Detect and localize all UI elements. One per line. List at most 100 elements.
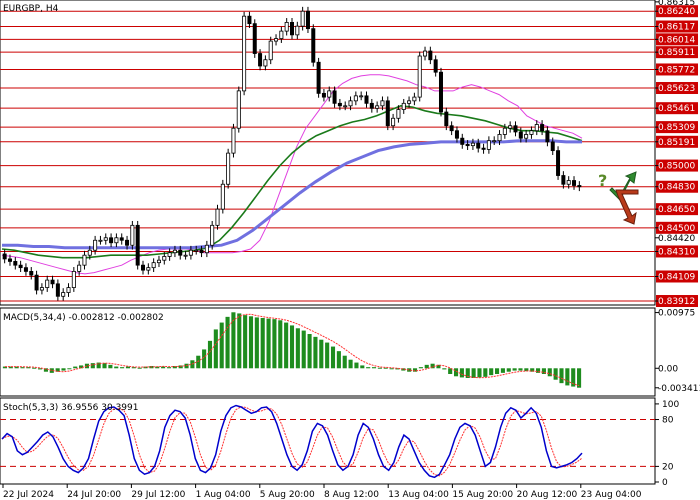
candle-body — [55, 283, 60, 297]
candle-body — [572, 180, 577, 186]
stoch-signal-line — [1, 406, 583, 477]
macd-bar — [577, 368, 582, 388]
price-tick-label: 0.85772 — [658, 65, 695, 75]
candle-body — [258, 53, 263, 67]
candle-body — [103, 237, 108, 241]
candle-body — [268, 40, 273, 61]
candle-body — [279, 30, 284, 39]
candle-body — [247, 15, 252, 25]
price-label-box — [656, 270, 698, 283]
candle-body — [460, 137, 465, 145]
support-resistance-levels — [0, 10, 655, 302]
macd-bar — [465, 368, 470, 378]
price-label-box — [656, 221, 698, 234]
candle-body — [364, 95, 369, 104]
macd-bar — [248, 316, 254, 369]
time-tick-label: 24 Jul 20:00 — [67, 490, 121, 500]
macd-bar — [506, 368, 511, 372]
macd-bar — [436, 364, 441, 369]
candle-body — [220, 183, 225, 210]
price-tick-label: 0.86240 — [658, 7, 695, 17]
candle-body — [13, 261, 18, 266]
macd-bar — [530, 368, 535, 372]
candle-body — [66, 287, 71, 293]
macd-bar — [108, 364, 113, 369]
candle-body — [231, 127, 236, 154]
candle-body — [481, 147, 486, 150]
candle-body — [119, 237, 124, 241]
macd-bar — [172, 366, 177, 369]
macd-bar — [483, 368, 488, 377]
macd-bar — [448, 368, 453, 374]
macd-bar — [319, 339, 324, 369]
macd-bar — [524, 368, 529, 372]
candle-body — [183, 254, 188, 257]
macd-bar — [377, 367, 382, 369]
ma-green-line — [1, 104, 583, 259]
macd-bar — [489, 368, 494, 376]
moving-averages — [1, 74, 583, 275]
candle-body — [550, 141, 555, 152]
macd-bar — [73, 366, 78, 369]
macd-bar — [196, 355, 201, 369]
candle-body — [274, 38, 279, 42]
macd-bar — [383, 367, 388, 369]
macd-bar — [430, 363, 435, 369]
macd-panel-frame — [0, 307, 656, 397]
candle-body — [18, 264, 23, 269]
macd-signal-line — [4, 313, 580, 387]
price-tick-label: 0.86014 — [658, 35, 695, 45]
price-label-box — [656, 159, 698, 172]
macd-bar — [348, 359, 353, 369]
price-label-box — [656, 33, 698, 46]
candle-body — [210, 224, 215, 246]
candle-body — [380, 100, 385, 107]
macd-bar — [418, 367, 423, 369]
candle-body — [172, 249, 177, 254]
candle-body — [449, 125, 454, 132]
arrow-down-icon — [615, 189, 639, 225]
candle-body — [114, 237, 119, 244]
candle-body — [566, 180, 571, 185]
candle-body — [295, 25, 300, 36]
candle-body — [130, 224, 135, 246]
macd-bar — [219, 322, 224, 369]
time-tick-label: 5 Aug 20:00 — [260, 490, 315, 500]
macd-bar — [547, 368, 552, 377]
candle-body — [476, 142, 481, 149]
symbol-timeframe-label: EURGBP, H4 — [3, 4, 59, 14]
price-tick-label: 0.85461 — [658, 104, 695, 114]
candle-body — [252, 23, 257, 54]
macd-tick-label: 0.00975 — [658, 309, 695, 319]
candle-body — [417, 55, 422, 98]
macd-bar — [389, 368, 394, 370]
macd-bar — [32, 367, 37, 369]
candle-body — [396, 109, 401, 119]
macd-bar — [38, 368, 43, 370]
price-label-box — [656, 63, 698, 76]
candle-body — [204, 244, 209, 254]
time-tick-label: 20 Aug 12:00 — [517, 490, 578, 500]
macd-tick-label: -0.003411 — [658, 384, 700, 394]
price-tick-label: 0.84109 — [658, 272, 695, 282]
time-tick-label: 23 Aug 04:00 — [581, 490, 642, 500]
candle-body — [156, 259, 161, 264]
price-tick-label: 0.85623 — [658, 84, 695, 94]
price-label-box — [656, 20, 698, 33]
price-tick-label: 0.83912 — [658, 297, 695, 307]
macd-bar — [8, 366, 13, 369]
macd-bar — [313, 336, 318, 369]
candle-body — [385, 100, 390, 127]
macd-bar — [96, 362, 101, 369]
time-tick-label: 13 Aug 04:00 — [388, 490, 449, 500]
candle-body — [492, 140, 497, 143]
candle-body — [199, 249, 204, 254]
price-tick-label: 0.84830 — [658, 183, 695, 193]
candle-body — [125, 239, 130, 246]
price-tick-label: 0.84310 — [658, 247, 695, 257]
macd-bar — [366, 367, 371, 369]
candle-body — [39, 287, 44, 291]
candle-body — [151, 262, 156, 269]
